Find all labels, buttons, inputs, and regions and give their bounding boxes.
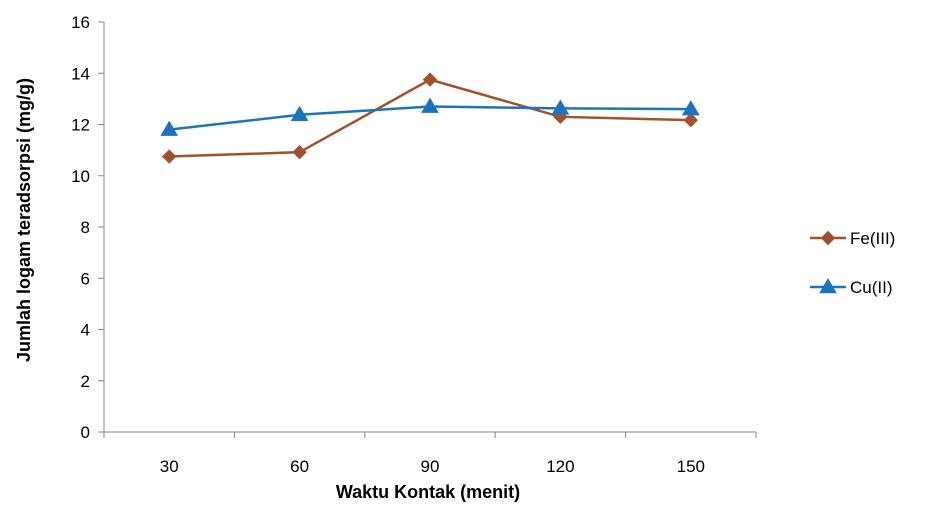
legend-marker xyxy=(819,278,837,294)
data-point-marker xyxy=(551,99,570,115)
data-point-marker xyxy=(290,105,309,122)
x-axis-title: Waktu Kontak (menit) xyxy=(336,482,520,502)
y-tick-label: 8 xyxy=(81,218,90,237)
y-tick-label: 16 xyxy=(71,13,90,32)
data-point-marker xyxy=(421,97,439,113)
series-line xyxy=(169,78,691,158)
y-tick-label: 0 xyxy=(81,423,90,442)
legend-label: Fe(III) xyxy=(850,229,895,248)
x-tick-label: 30 xyxy=(160,457,179,476)
series-0 xyxy=(161,72,699,164)
legend-label: Cu(II) xyxy=(850,278,893,297)
y-tick-label: 12 xyxy=(71,116,90,135)
legend-entry: Fe(III) xyxy=(810,229,895,248)
y-tick-label: 6 xyxy=(81,269,90,288)
series-1 xyxy=(160,97,700,136)
y-axis-title: Jumlah logam teradsorpsi (mg/g) xyxy=(14,78,34,362)
axes xyxy=(98,21,757,438)
tick-labels: 0 2 4 6 8 10 12 14 16 30 60 90 120 150 xyxy=(71,13,705,476)
legend-entry: Cu(II) xyxy=(810,278,893,297)
data-point-marker xyxy=(161,149,177,164)
data-point-marker xyxy=(422,72,438,87)
x-tick-label: 120 xyxy=(546,457,574,476)
data-point-marker xyxy=(681,100,700,116)
x-tick-label: 150 xyxy=(677,457,705,476)
data-point-marker xyxy=(160,120,179,136)
x-tick-label: 90 xyxy=(421,457,440,476)
legend-marker xyxy=(820,230,836,246)
series-layer xyxy=(160,72,700,164)
y-tick-label: 2 xyxy=(81,372,90,391)
y-tick-label: 10 xyxy=(71,167,90,186)
y-tick-label: 4 xyxy=(81,321,90,340)
legend: Fe(III) Cu(II) xyxy=(810,229,895,297)
data-point-marker xyxy=(683,112,699,128)
y-tick-label: 14 xyxy=(71,64,90,83)
data-point-marker xyxy=(292,144,307,160)
x-tick-label: 60 xyxy=(290,457,309,476)
